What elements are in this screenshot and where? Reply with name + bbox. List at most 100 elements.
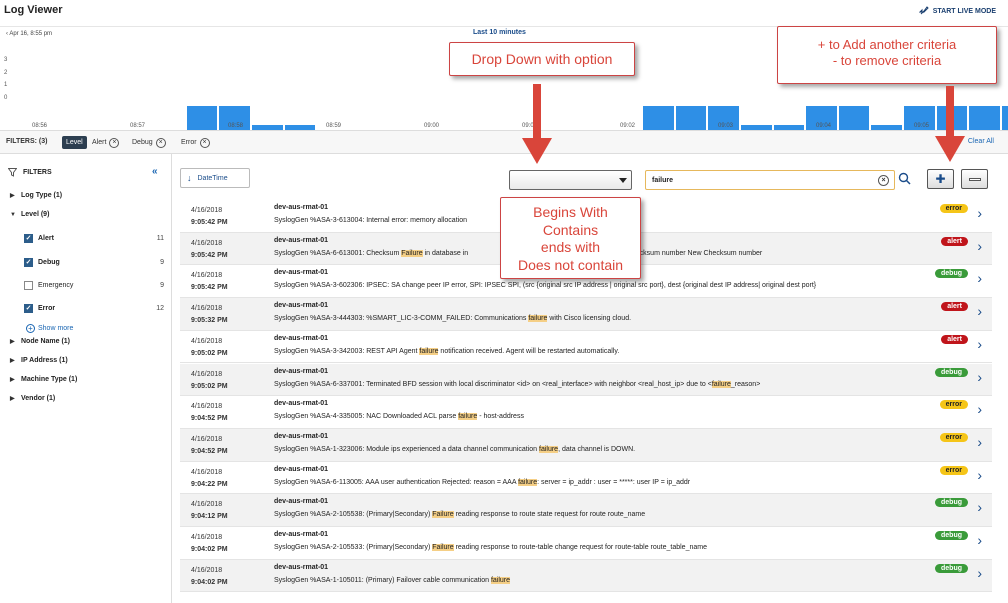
show-more-link[interactable]: + Show more bbox=[26, 324, 73, 333]
level-option-label: Error bbox=[38, 305, 56, 312]
sidebar-group-level[interactable]: ▼ Level (9) bbox=[10, 211, 49, 218]
log-timestamp: 4/16/2018 9:05:02 PM bbox=[191, 369, 228, 393]
level-option-emergency[interactable]: Emergency 9 bbox=[24, 281, 164, 290]
sidebar-group-label: Log Type (1) bbox=[21, 192, 63, 199]
log-message: SyslogGen %ASA-4-335005: NAC Downloaded … bbox=[274, 413, 524, 421]
chevron-right-icon[interactable]: › bbox=[977, 237, 982, 254]
checkbox-checked[interactable]: ✓ bbox=[24, 304, 33, 313]
log-row[interactable]: 4/16/2018 9:05:02 PM dev-aus-rmat-01 Syslog… bbox=[180, 331, 992, 364]
checkbox-unchecked[interactable] bbox=[24, 281, 33, 290]
chevron-right-icon[interactable]: › bbox=[977, 401, 982, 418]
chevron-right-icon[interactable]: › bbox=[977, 205, 982, 221]
log-row[interactable]: 4/16/2018 9:04:12 PM dev-aus-rmat-01 Syslog… bbox=[180, 494, 992, 527]
level-option-label: Alert bbox=[38, 235, 54, 242]
chevron-right-icon[interactable]: › bbox=[977, 335, 982, 352]
callout-line: - to remove criteria bbox=[832, 53, 942, 68]
log-message: SyslogGen %ASA-6-113005: AAA user authen… bbox=[274, 478, 691, 486]
x-tick-label: 09:01 bbox=[522, 123, 538, 129]
level-option-debug[interactable]: ✓ Debug 9 bbox=[24, 258, 164, 267]
chevron-right-icon[interactable]: › bbox=[977, 499, 982, 516]
checkbox-checked[interactable]: ✓ bbox=[24, 258, 33, 267]
log-host: dev-aus-rmat-01 bbox=[274, 367, 329, 375]
filters-sidebar: FILTERS « ▶ Log Type (1) ▼ Level (9) ✓ Aler… bbox=[0, 154, 172, 603]
filters-count-label: FILTERS: (3) bbox=[6, 138, 48, 145]
chevron-right-icon[interactable]: › bbox=[977, 433, 982, 450]
callout-option: Begins With bbox=[533, 204, 608, 220]
clear-search-icon[interactable]: × bbox=[878, 175, 889, 186]
search-icon[interactable] bbox=[898, 172, 911, 188]
plus-circle-icon: + bbox=[26, 324, 35, 333]
log-row[interactable]: 4/16/2018 9:04:02 PM dev-aus-rmat-01 Syslog… bbox=[180, 527, 992, 560]
clear-all-link[interactable]: Clear All bbox=[967, 138, 994, 145]
log-date: 4/16/2018 bbox=[191, 566, 223, 574]
log-message: SyslogGen %ASA-3-444303: %SMART_LIC-3-CO… bbox=[274, 315, 632, 323]
log-row[interactable]: 4/16/2018 9:05:42 PM dev-aus-rmat-01 Syslog… bbox=[180, 265, 992, 299]
log-date: 4/16/2018 bbox=[191, 468, 223, 476]
log-time: 9:05:42 PM bbox=[191, 284, 228, 292]
add-criteria-button[interactable]: ✚ bbox=[927, 169, 954, 189]
search-highlight: failure bbox=[419, 347, 439, 355]
chevron-right-icon[interactable]: › bbox=[977, 303, 982, 320]
sort-datetime-button[interactable]: ↓ DateTime bbox=[180, 168, 250, 188]
log-row[interactable]: 4/16/2018 9:04:52 PM dev-aus-rmat-01 Syslog… bbox=[180, 396, 992, 429]
filter-chip-level[interactable]: Level bbox=[62, 136, 87, 149]
remove-filter-icon[interactable]: × bbox=[109, 137, 120, 148]
level-badge: error bbox=[939, 204, 968, 213]
collapse-sidebar-icon[interactable]: « bbox=[152, 166, 158, 177]
log-time: 9:05:42 PM bbox=[191, 219, 228, 226]
remove-filter-icon[interactable]: × bbox=[155, 137, 166, 148]
level-option-count: 11 bbox=[156, 235, 164, 242]
chevron-right-icon[interactable]: › bbox=[977, 466, 982, 483]
x-tick-label: 09:03 bbox=[718, 123, 734, 129]
histogram-bar[interactable] bbox=[1001, 106, 1008, 144]
title-bar: Log Viewer START LIVE MODE bbox=[0, 0, 1008, 26]
checkbox-checked[interactable]: ✓ bbox=[24, 234, 33, 243]
x-tick-label: 08:58 bbox=[228, 123, 244, 129]
log-row[interactable]: 4/16/2018 9:04:02 PM dev-aus-rmat-01 Syslog… bbox=[180, 559, 992, 593]
level-option-label: Debug bbox=[38, 259, 60, 266]
log-row[interactable]: 4/16/2018 9:04:22 PM dev-aus-rmat-01 Syslog… bbox=[180, 462, 992, 495]
histogram-back-date[interactable]: ‹ Apr 16, 8:55 pm bbox=[6, 31, 53, 37]
log-date: 4/16/2018 bbox=[191, 501, 223, 509]
start-live-mode-button[interactable]: START LIVE MODE bbox=[918, 6, 996, 16]
sidebar-group-ip-address[interactable]: ▶ IP Address (1) bbox=[10, 357, 68, 364]
log-date: 4/16/2018 bbox=[191, 370, 223, 378]
expand-icon: ▶ bbox=[10, 339, 15, 345]
level-option-error[interactable]: ✓ Error 12 bbox=[24, 304, 164, 313]
x-tick-label: 09:05 bbox=[914, 123, 930, 129]
active-filters-bar: FILTERS: (3) Level Alert × Debug × Error × … bbox=[0, 130, 1008, 154]
sidebar-group-label: Level (9) bbox=[21, 211, 50, 218]
collapse-icon: ▼ bbox=[10, 211, 16, 218]
minus-icon bbox=[969, 178, 981, 181]
log-row[interactable]: 4/16/2018 9:04:52 PM dev-aus-rmat-01 Syslog… bbox=[180, 428, 992, 462]
log-message: SyslogGen %ASA-6-613001: Checksum Failur… bbox=[274, 249, 763, 257]
log-row[interactable]: 4/16/2018 9:05:32 PM dev-aus-rmat-01 Syslog… bbox=[180, 298, 992, 331]
remove-criteria-button[interactable] bbox=[961, 169, 988, 189]
log-timestamp: 4/16/2018 9:04:02 PM bbox=[191, 565, 228, 589]
sidebar-group-node-name[interactable]: ▶ Node Name (1) bbox=[10, 338, 70, 345]
remove-filter-icon[interactable]: × bbox=[199, 137, 210, 148]
log-time: 9:04:02 PM bbox=[191, 578, 228, 586]
log-date: 4/16/2018 bbox=[191, 239, 223, 247]
log-message: SyslogGen %ASA-2-105538: (Primary|Second… bbox=[274, 511, 646, 519]
level-option-alert[interactable]: ✓ Alert 11 bbox=[24, 234, 164, 243]
log-time: 9:05:02 PM bbox=[191, 382, 228, 390]
search-highlight: failure bbox=[490, 576, 511, 584]
chevron-right-icon[interactable]: › bbox=[977, 368, 982, 385]
chevron-right-icon[interactable]: › bbox=[977, 270, 982, 287]
level-badge: alert bbox=[941, 302, 968, 312]
search-highlight: failure bbox=[711, 380, 731, 388]
sidebar-group-machine-type[interactable]: ▶ Machine Type (1) bbox=[10, 376, 77, 383]
sidebar-group-log-type[interactable]: ▶ Log Type (1) bbox=[10, 192, 62, 199]
chevron-right-icon[interactable]: › bbox=[977, 532, 982, 548]
chevron-right-icon[interactable]: › bbox=[977, 564, 982, 581]
search-input[interactable]: failure × bbox=[645, 170, 895, 190]
log-row[interactable]: 4/16/2018 9:05:02 PM dev-aus-rmat-01 Syslog… bbox=[180, 363, 992, 397]
callout-line: + to Add another criteria bbox=[817, 37, 957, 52]
log-time: 9:05:32 PM bbox=[191, 317, 228, 325]
live-mode-label: START LIVE MODE bbox=[932, 7, 996, 15]
match-type-dropdown[interactable] bbox=[509, 170, 632, 190]
histogram-date-label: Apr 16, 8:55 pm bbox=[9, 31, 53, 37]
sidebar-group-vendor[interactable]: ▶ Vendor (1) bbox=[10, 395, 55, 402]
